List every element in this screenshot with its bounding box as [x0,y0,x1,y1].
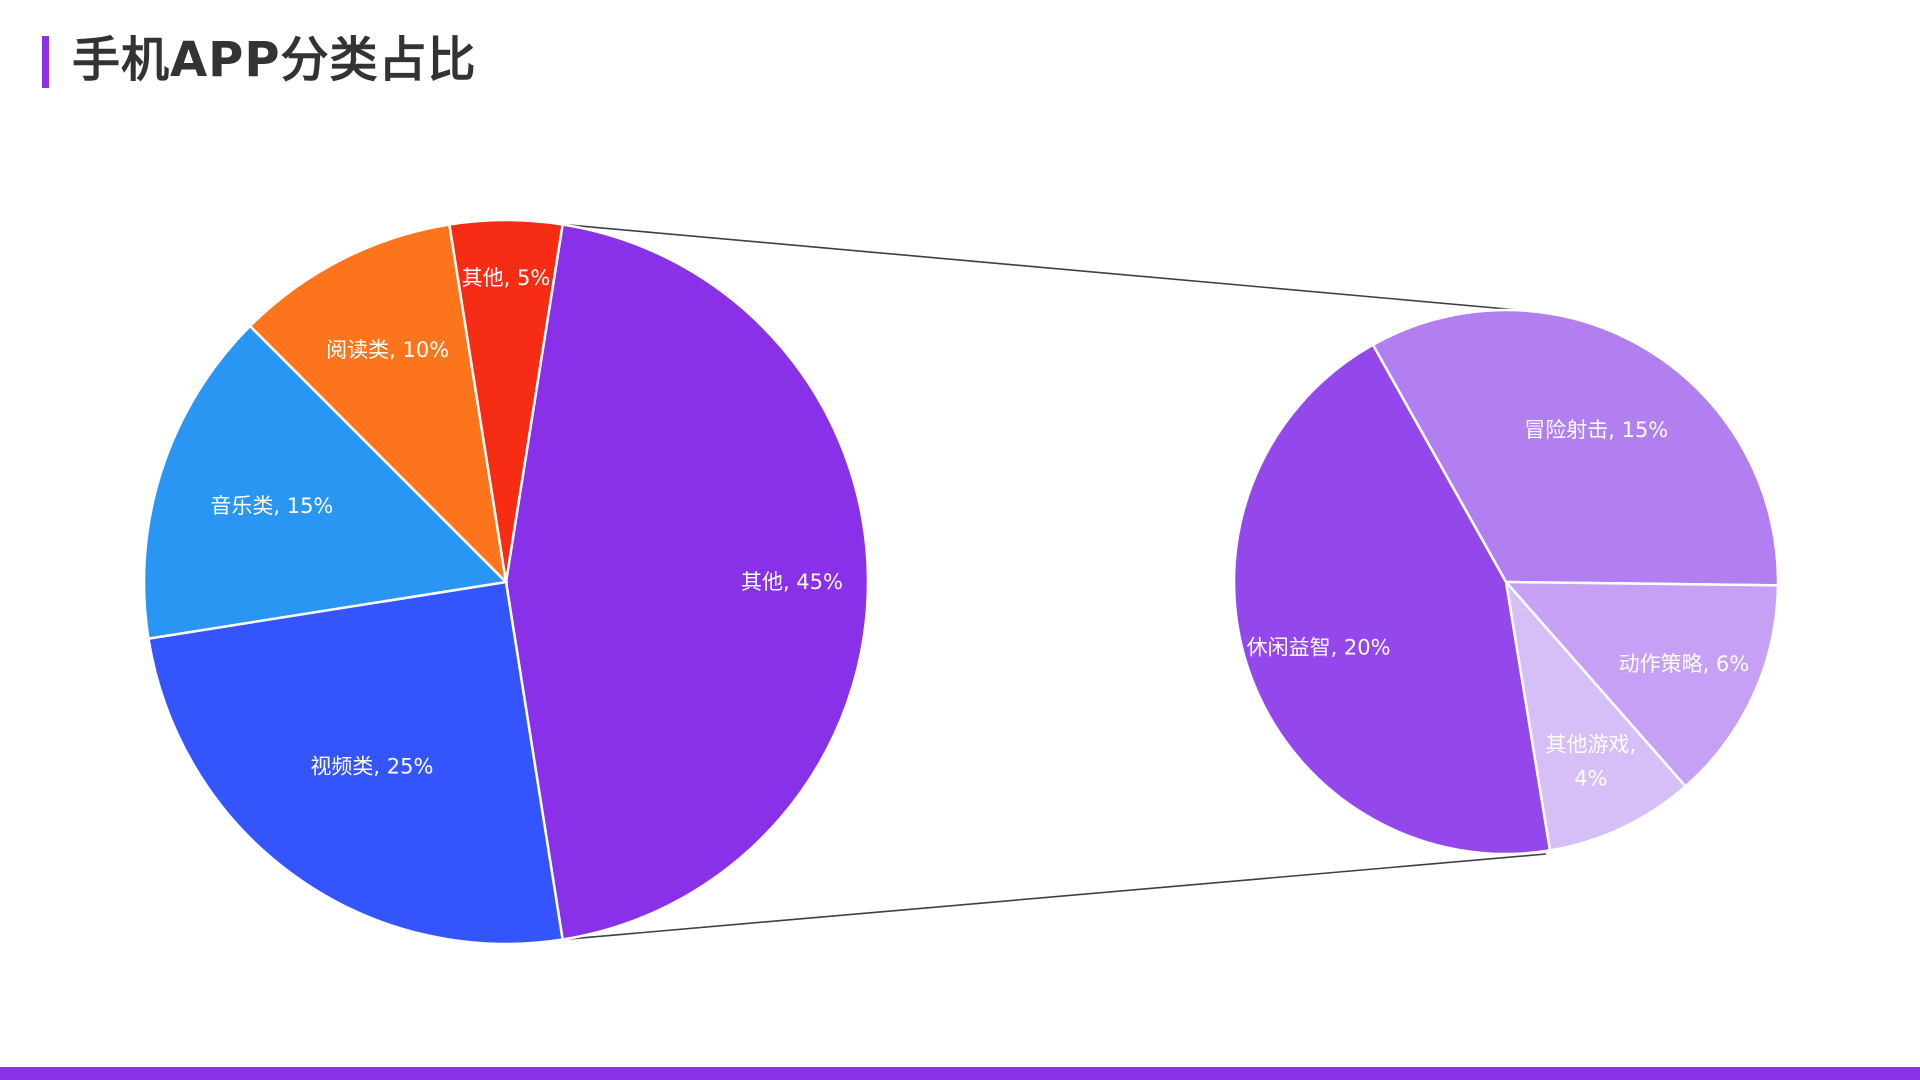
page-title: 手机APP分类占比 [72,32,477,88]
secondary-label-1: 动作策略, 6% [1619,652,1750,676]
secondary-label-3: 休闲益智, 20% [1247,636,1391,660]
main-label-2: 音乐类, 15% [210,494,333,518]
bottom-accent-bar [0,1067,1920,1080]
main-label-4: 其他, 5% [462,266,551,290]
title-accent-bar [42,36,49,88]
main-slice-3 [248,223,508,586]
main-slice-1 [147,580,565,946]
secondary-slice-0 [1371,308,1780,587]
main-label-1: 视频类, 25% [310,755,433,779]
secondary-slice-1 [1503,580,1780,789]
connector-line-top [562,223,1519,311]
secondary-label-2-line-0: 其他游戏, [1546,733,1637,757]
secondary-label-0: 冒险射击, 15% [1524,418,1668,442]
main-slice-2 [142,324,509,641]
main-label-0: 其他, 45% [741,570,843,594]
main-slice-4 [447,218,565,583]
secondary-label-2-line-1: 4% [1574,767,1607,791]
main-label-3: 阅读类, 10% [326,338,449,362]
main-slice-0 [504,223,870,941]
secondary-slice-3 [1232,343,1552,856]
secondary-slice-2 [1504,577,1688,852]
connector-line-bottom [562,853,1547,941]
